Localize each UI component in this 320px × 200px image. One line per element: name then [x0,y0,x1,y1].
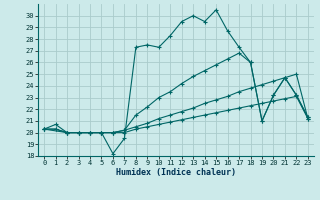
X-axis label: Humidex (Indice chaleur): Humidex (Indice chaleur) [116,168,236,177]
